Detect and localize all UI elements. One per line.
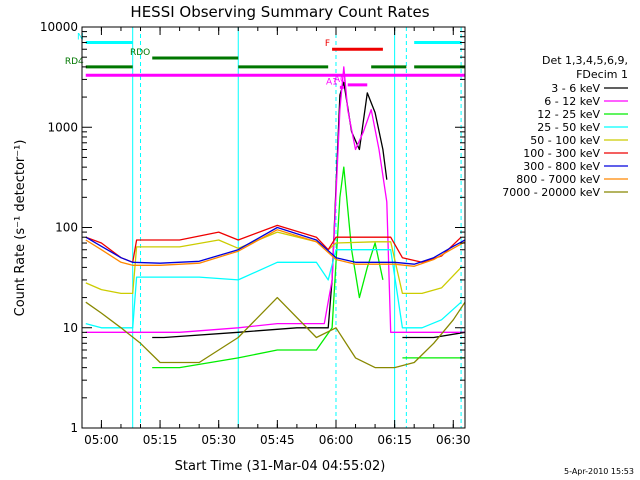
y-tick-label-0: 1 xyxy=(70,421,78,435)
legend-label-2: 12 - 25 keV xyxy=(537,108,600,121)
legend-label-4: 50 - 100 keV xyxy=(530,134,600,147)
legend-label-5: 100 - 300 keV xyxy=(523,147,600,160)
x-tick-label-5: 06:15 xyxy=(377,433,412,447)
series-line-0 xyxy=(152,81,466,339)
x-tick-label-6: 06:30 xyxy=(436,433,471,447)
flag-label-1: RDO xyxy=(130,48,150,58)
flag-label-2: RD4 xyxy=(65,57,84,67)
legend-label-8: 7000 - 20000 keV xyxy=(502,186,600,199)
flag-label-0: N xyxy=(77,33,84,43)
legend-label-3: 25 - 50 keV xyxy=(537,121,600,134)
legend-header-0: Det 1,3,4,5,6,9, xyxy=(542,54,628,67)
flag-label-4: F xyxy=(325,39,330,49)
y-tick-label-4: 10000 xyxy=(40,20,78,34)
vertical-markers xyxy=(132,27,462,428)
flag-label-5: A1 xyxy=(326,77,338,87)
flag-label-6: A0 xyxy=(334,75,346,85)
series-line-2 xyxy=(152,166,465,369)
legend-label-0: 3 - 6 keV xyxy=(551,82,600,95)
y-tick-label-3: 1000 xyxy=(47,120,78,134)
series-line-1 xyxy=(85,66,465,333)
legend-label-7: 800 - 7000 keV xyxy=(516,173,600,186)
timestamp: 5-Apr-2010 15:53 xyxy=(564,467,634,476)
x-tick-label-4: 06:00 xyxy=(319,433,354,447)
chart-title: HESSI Observing Summary Count Rates xyxy=(130,3,429,21)
x-tick-label-2: 05:30 xyxy=(201,433,236,447)
axes-layer: 05:00 05:15 05:30 05:45 06:00 06:15 06:30 1 10 10… xyxy=(40,20,471,447)
y-axis-label: Count Rate (s⁻¹ detector⁻¹) xyxy=(13,140,28,317)
series-layer xyxy=(85,66,466,369)
series-line-5 xyxy=(85,224,462,263)
y-tick-label-2: 100 xyxy=(55,221,78,235)
series-line-3 xyxy=(85,249,462,329)
x-tick-label-1: 05:15 xyxy=(143,433,178,447)
series-line-8 xyxy=(85,296,466,369)
legend-label-6: 300 - 800 keV xyxy=(523,160,600,173)
x-tick-label-3: 05:45 xyxy=(260,433,295,447)
legend-label-1: 6 - 12 keV xyxy=(544,95,600,108)
y-tick-label-1: 10 xyxy=(63,321,78,335)
x-tick-label-0: 05:00 xyxy=(84,433,119,447)
x-axis-label: Start Time (31-Mar-04 04:55:02) xyxy=(175,459,386,474)
series-line-6 xyxy=(85,226,466,265)
legend-header-1: FDecim 1 xyxy=(576,68,628,81)
series-line-7 xyxy=(85,229,466,267)
